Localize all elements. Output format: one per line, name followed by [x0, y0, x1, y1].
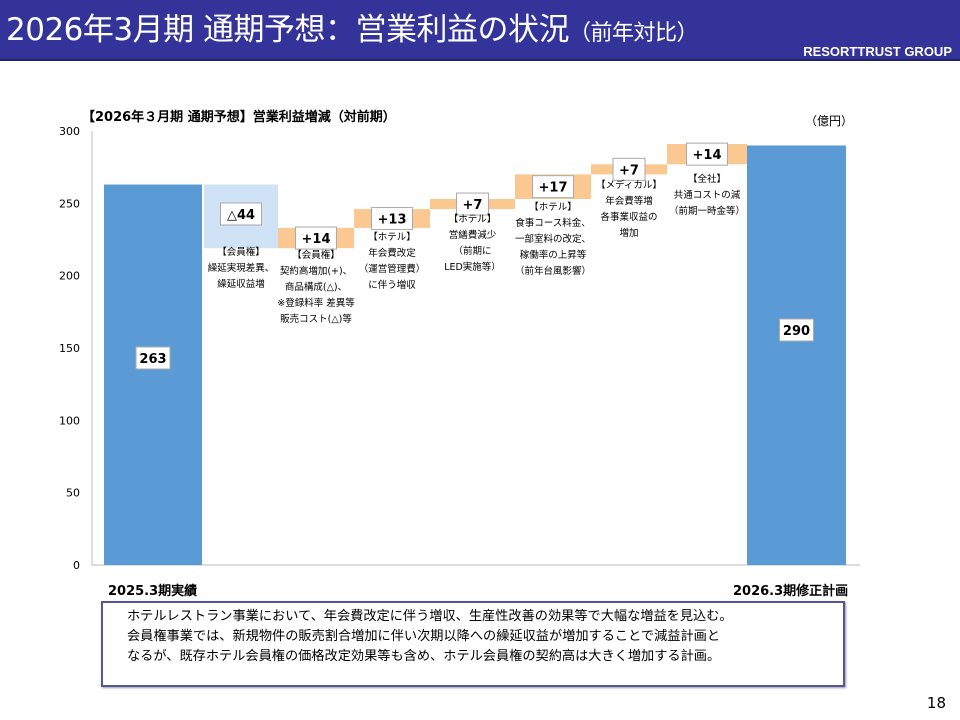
value-label-box: [220, 202, 262, 226]
step-annotation: 共通コストの減: [674, 189, 741, 201]
data-label-step: +7: [612, 157, 646, 181]
data-label-step: +7: [456, 192, 489, 216]
step-annotation: 商品構成(△)、: [285, 281, 347, 293]
step-annotation: 年会費改定: [368, 247, 416, 259]
value-label: △44: [227, 208, 255, 223]
chart-unit: （億円）: [805, 114, 854, 128]
step-annotation: （前年台風影響）: [515, 265, 591, 277]
step-annotation: 【ホテル】: [529, 202, 577, 213]
data-label-step: +17: [532, 175, 574, 199]
y-tick-label: 200: [59, 270, 80, 283]
y-tick-label: 150: [59, 342, 80, 355]
title-bar: 2026年3月期 通期予想：営業利益の状況（前年対比） RESORTTRUST …: [0, 0, 960, 61]
step-annotation: 【メディカル】: [596, 179, 662, 191]
step-annotation: 繰延収益増: [217, 278, 265, 290]
page-number: 18: [926, 694, 946, 712]
chart-title: 【2026年３月期 通期予想】営業利益増減（対前期）: [82, 110, 396, 125]
step-annotation: 繰延実現差異、: [208, 262, 275, 274]
step-annotation: 年会費等増: [605, 195, 653, 207]
commentary-line: なるが、既存ホテル会員権の価格改定効果等も含め、ホテル会員権の契約高は大きく増加…: [127, 649, 721, 664]
step-annotation: 【ホテル】: [368, 232, 416, 243]
brand-name: RESORTTRUST GROUP: [803, 44, 952, 59]
step-annotation: （前期一時金等）: [669, 205, 745, 217]
y-tick-label: 300: [59, 125, 80, 138]
step-annotation: 契約高増加(+)、: [280, 265, 352, 277]
data-label-start: 263: [135, 346, 171, 370]
data-label-step: +14: [686, 142, 728, 166]
title-text: 2026年3月期 通期予想：営業利益の状況: [6, 12, 569, 48]
value-label: +17: [539, 181, 568, 196]
value-label-box: [456, 192, 489, 216]
value-label: +14: [302, 232, 331, 247]
y-tick-label: 50: [66, 487, 80, 500]
data-label-step: +13: [371, 207, 413, 231]
value-label: +7: [463, 198, 483, 213]
page-title: 2026年3月期 通期予想：営業利益の状況（前年対比）: [6, 4, 698, 49]
x-label-start: 2025.3期実績: [108, 584, 198, 599]
step-annotation: ※登録料率 差異等: [277, 297, 355, 309]
step-annotation: 【会員権】: [292, 249, 340, 261]
step-annotation: （運営管理費）: [359, 263, 426, 275]
commentary-line: 会員権事業では、新規物件の販売割合増加に伴い次期以降への繰延収益が増加することで…: [127, 629, 721, 644]
value-label-box: [371, 207, 413, 231]
value-label: +7: [619, 163, 639, 178]
step-annotation: 増加: [619, 227, 638, 239]
value-label-box: [532, 175, 574, 199]
step-annotation: 稼働率の上昇等: [520, 249, 587, 261]
value-label: +13: [378, 213, 407, 228]
commentary-box: ホテルレストラン事業において、年会費改定に伴う増収、生産性改善の効果等で大幅な増…: [101, 601, 845, 687]
value-label-box: [686, 142, 728, 166]
step-annotation: LED実施等）: [444, 261, 501, 273]
y-tick-label: 100: [59, 414, 80, 427]
step-annotation: 【会員権】: [217, 246, 265, 258]
title-suffix: （前年対比）: [568, 21, 699, 46]
data-label-step: +14: [295, 226, 337, 250]
value-label-box: [612, 157, 646, 181]
value-label: 263: [139, 352, 166, 367]
value-label-box: [779, 318, 814, 342]
step-annotation: 食事コース料金、: [515, 217, 591, 229]
bar-end: [747, 145, 846, 565]
value-label-box: [295, 226, 337, 250]
step-annotation: 【ホテル】: [449, 214, 497, 225]
y-tick-label: 0: [73, 559, 80, 572]
x-label-end: 2026.3期修正計画: [733, 584, 849, 599]
step-annotation: 一部室料の改定、: [515, 233, 591, 245]
data-label-end: 290: [779, 318, 814, 342]
step-annotation: 営繕費減少: [449, 229, 497, 241]
value-label: +14: [693, 148, 722, 163]
value-label-box: [135, 346, 171, 370]
step-annotation: 【全社】: [688, 173, 726, 185]
step-annotation: （前期に: [453, 245, 491, 257]
step-annotation: 各事業収益の: [600, 211, 657, 223]
bar-start: [104, 184, 202, 565]
y-tick-label: 250: [59, 197, 80, 210]
commentary-line: ホテルレストラン事業において、年会費改定に伴う増収、生産性改善の効果等で大幅な増…: [127, 609, 733, 624]
step-annotation: 販売コスト(△)等: [280, 313, 352, 325]
step-annotation: に伴う増収: [368, 279, 416, 291]
value-label: 290: [783, 324, 810, 339]
waterfall-chart: 0 50 100 150 200 250 300 263 △44 【会員権】繰延実現差異、繰延収益…: [59, 125, 860, 572]
data-label-step: △44: [220, 202, 262, 226]
